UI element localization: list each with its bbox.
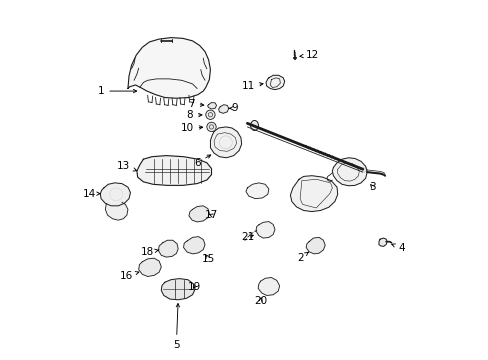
Text: 2: 2 <box>296 252 308 263</box>
Polygon shape <box>100 183 130 206</box>
Text: 16: 16 <box>119 271 139 281</box>
Polygon shape <box>332 158 366 186</box>
Text: 4: 4 <box>391 243 404 253</box>
Polygon shape <box>290 176 337 212</box>
Polygon shape <box>293 55 295 59</box>
Polygon shape <box>245 183 268 199</box>
Text: 8: 8 <box>186 111 202 121</box>
Text: 3: 3 <box>369 182 375 192</box>
Text: 12: 12 <box>299 50 319 60</box>
Polygon shape <box>207 103 216 109</box>
Text: 14: 14 <box>83 189 100 199</box>
Ellipse shape <box>250 121 258 131</box>
Polygon shape <box>305 237 325 254</box>
Text: 18: 18 <box>140 247 159 257</box>
Polygon shape <box>265 75 284 90</box>
Circle shape <box>205 110 215 120</box>
Polygon shape <box>218 105 228 113</box>
Circle shape <box>206 122 216 132</box>
Polygon shape <box>183 237 204 254</box>
Text: 7: 7 <box>188 99 203 109</box>
Polygon shape <box>210 127 241 158</box>
Polygon shape <box>188 206 209 222</box>
Polygon shape <box>137 156 211 185</box>
Text: 21: 21 <box>241 232 254 242</box>
Text: 13: 13 <box>117 161 137 171</box>
Text: 10: 10 <box>180 123 203 133</box>
Polygon shape <box>255 222 274 238</box>
Polygon shape <box>128 38 210 98</box>
Polygon shape <box>105 202 128 220</box>
Text: 1: 1 <box>98 86 137 96</box>
Polygon shape <box>378 238 386 246</box>
Text: 6: 6 <box>193 155 210 168</box>
Polygon shape <box>161 279 195 300</box>
Text: 19: 19 <box>187 282 201 292</box>
Polygon shape <box>158 240 178 257</box>
Text: 15: 15 <box>202 254 215 264</box>
Polygon shape <box>258 278 279 296</box>
Text: 20: 20 <box>254 296 266 306</box>
Polygon shape <box>139 258 161 276</box>
Text: 17: 17 <box>204 210 218 220</box>
Text: 5: 5 <box>173 303 179 350</box>
Text: 11: 11 <box>241 81 263 91</box>
Text: 9: 9 <box>228 103 238 113</box>
